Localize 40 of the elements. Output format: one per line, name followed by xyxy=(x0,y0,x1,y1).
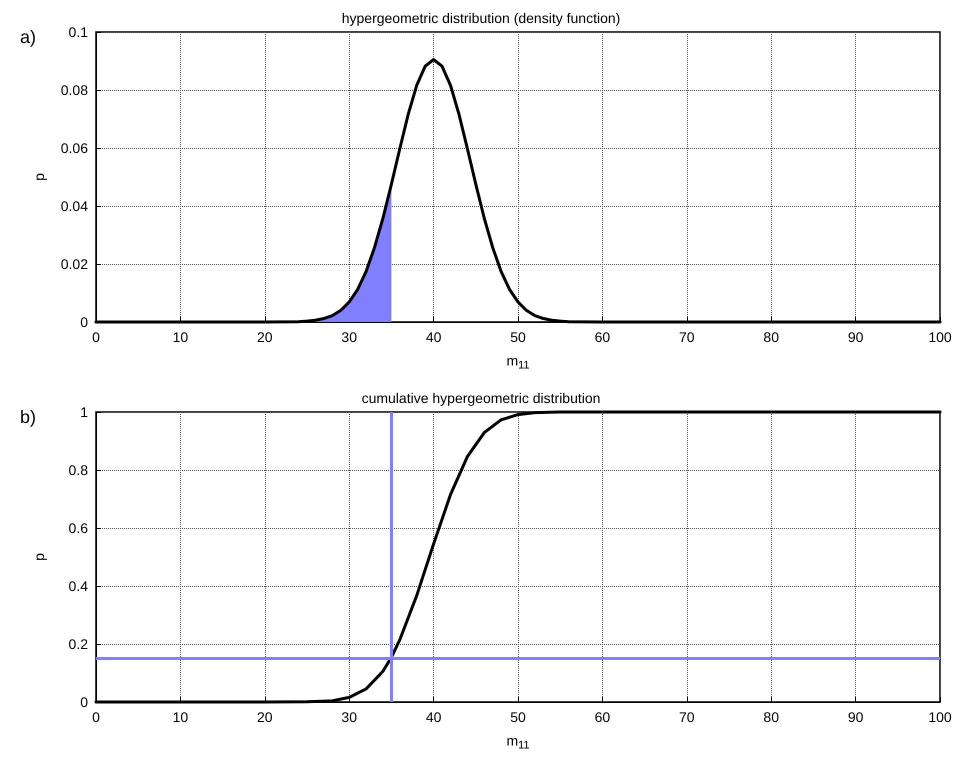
x-tick-label: 100 xyxy=(928,329,952,345)
y-tick-label: 0 xyxy=(80,694,88,710)
x-tick-label: 90 xyxy=(848,709,864,725)
x-tick-label: 70 xyxy=(679,329,695,345)
y-tick-label: 0 xyxy=(80,314,88,330)
x-tick-label: 60 xyxy=(594,709,610,725)
x-tick-label: 30 xyxy=(341,709,358,725)
x-tick-label: 100 xyxy=(928,709,952,725)
x-tick-label: 90 xyxy=(848,329,864,345)
y-tick-label: 0.06 xyxy=(60,140,88,156)
x-tick-label: 30 xyxy=(341,329,358,345)
y-tick-label: 0.8 xyxy=(68,462,88,478)
y-tick-label: 0.6 xyxy=(68,520,88,536)
x-tick-label: 60 xyxy=(594,329,610,345)
y-tick-label: 0.04 xyxy=(60,198,88,214)
chart-title: cumulative hypergeometric distribution xyxy=(362,390,600,406)
y-axis-title: p xyxy=(31,172,47,181)
x-tick-label: 80 xyxy=(763,329,780,345)
text: a) xyxy=(20,27,36,47)
y-tick-label: 0.08 xyxy=(60,82,88,98)
x-tick-label: 50 xyxy=(510,709,526,725)
x-tick-label: 0 xyxy=(92,709,100,725)
y-tick-label: 0.2 xyxy=(68,636,88,652)
x-tick-label: 10 xyxy=(172,709,188,725)
x-tick-label: 40 xyxy=(426,709,442,725)
x-tick-label: 80 xyxy=(763,709,780,725)
x-tick-label: 20 xyxy=(257,709,273,725)
y-tick-label: 0.4 xyxy=(68,578,88,594)
x-tick-label: 50 xyxy=(510,329,526,345)
x-tick-label: 20 xyxy=(257,329,273,345)
x-tick-label: 70 xyxy=(679,709,695,725)
x-tick-label: 10 xyxy=(172,329,188,345)
y-tick-label: 0.02 xyxy=(60,256,88,272)
chart-title: hypergeometric distribution (density function) xyxy=(342,10,620,26)
y-tick-label: 0.1 xyxy=(68,24,88,40)
x-tick-label: 40 xyxy=(426,329,442,345)
y-tick-label: 1 xyxy=(80,404,88,420)
text: b) xyxy=(20,407,36,427)
x-tick-label: 0 xyxy=(92,329,100,345)
y-axis-title: p xyxy=(31,552,47,561)
